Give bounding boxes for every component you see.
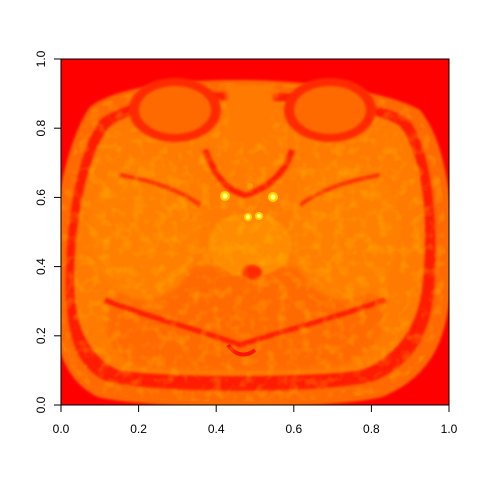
y-tick-label: 0.2: [34, 327, 48, 344]
y-tick-label: 1.0: [34, 50, 48, 67]
x-tick-label: 0.6: [285, 422, 302, 436]
y-tick-label: 0.6: [34, 189, 48, 206]
y-axis: 0.0 0.2 0.4 0.6 0.8 1.0: [34, 50, 62, 413]
heatmap-image: [61, 59, 449, 405]
x-tick-label: 0.8: [363, 422, 380, 436]
x-axis: 0.0 0.2 0.4 0.6 0.8 1.0: [53, 404, 458, 436]
x-tick-label: 0.2: [130, 422, 147, 436]
y-tick-label: 0.0: [34, 396, 48, 413]
y-tick-label: 0.8: [34, 120, 48, 137]
x-tick-label: 0.4: [208, 422, 225, 436]
y-tick-label: 0.4: [34, 258, 48, 275]
x-tick-label: 1.0: [441, 422, 458, 436]
x-tick-label: 0.0: [53, 422, 70, 436]
